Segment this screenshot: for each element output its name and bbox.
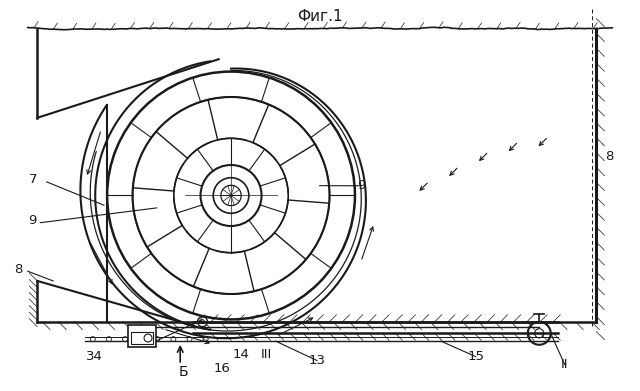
Text: 16: 16 xyxy=(213,362,230,375)
Text: Фиг.1: Фиг.1 xyxy=(297,9,343,24)
Text: III: III xyxy=(260,348,271,361)
Text: 14: 14 xyxy=(232,348,249,361)
Text: 8: 8 xyxy=(605,150,613,163)
Text: 13: 13 xyxy=(308,354,325,367)
Text: 9: 9 xyxy=(357,179,365,192)
Text: 9: 9 xyxy=(29,214,37,227)
Bar xyxy=(128,325,156,347)
Text: Б: Б xyxy=(179,365,188,379)
Text: II: II xyxy=(561,358,568,371)
Text: 34: 34 xyxy=(86,350,103,363)
Text: 8: 8 xyxy=(14,263,22,276)
Text: 15: 15 xyxy=(467,350,484,363)
Text: 7: 7 xyxy=(29,174,37,187)
Bar xyxy=(131,332,153,344)
